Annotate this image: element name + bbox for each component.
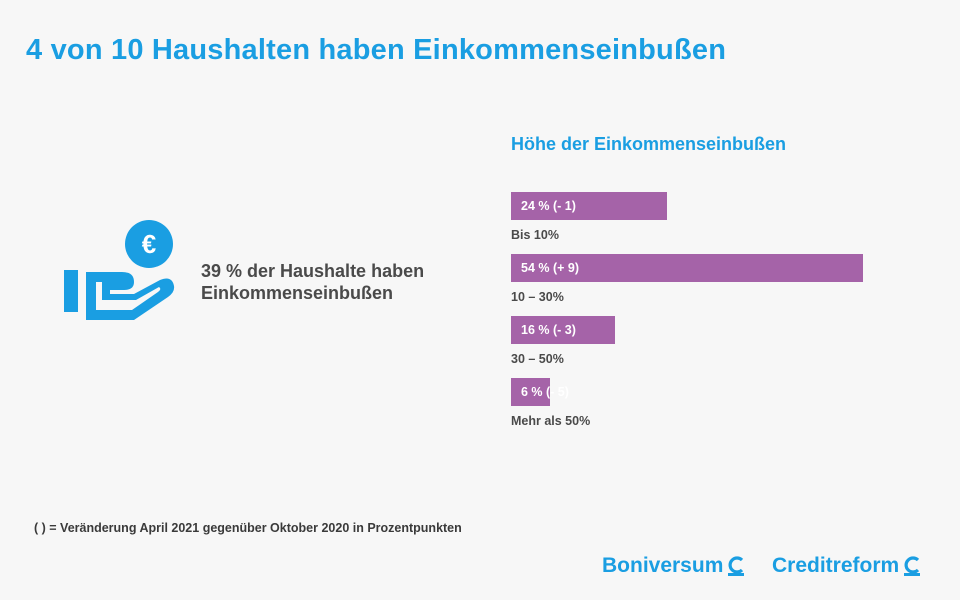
bar-group: 54 % (+ 9) 10 – 30% [511,254,863,304]
headline: 39 % der Haushalte haben Einkommenseinbu… [201,260,424,304]
bar: 54 % (+ 9) [511,254,863,282]
bar-group: 6 % (- 5) Mehr als 50% [511,378,590,428]
category-label: Mehr als 50% [511,414,591,428]
headline-line1: 39 % der Haushalte haben [201,261,425,281]
footnote: ( ) = Veränderung April 2021 gegenüber O… [34,521,462,535]
bar-value-label: 16 % (- 3) [521,323,576,337]
category-label: 10 – 30% [511,290,564,304]
bar-value-label: 6 % (- 5) [521,385,569,399]
hand-with-euro-coin-icon: € [64,220,175,320]
creditreform-logo-text: Creditreform [772,554,900,577]
logo-c-icon [728,556,745,576]
bar-value-label: 54 % (+ 9) [521,261,580,275]
svg-text:€: € [142,229,156,259]
bar-group: 16 % (- 3) 30 – 50% [511,316,615,366]
page-title: 4 von 10 Haushalten haben Einkommenseinb… [26,34,727,66]
bar: 16 % (- 3) [511,316,615,344]
logo-c-icon [904,556,921,576]
category-label: 30 – 50% [511,352,564,366]
headline-line2: Einkommenseinbußen [201,283,394,303]
chart-title: Höhe der Einkommenseinbußen [511,134,787,154]
bar-value-label: 24 % (- 1) [521,199,576,213]
creditreform-logo: Creditreform [772,554,922,578]
bar: 6 % (- 5) [511,378,569,406]
category-label: Bis 10% [511,228,559,242]
boniversum-logo: Boniversum [602,554,746,578]
boniversum-logo-text: Boniversum [602,554,724,577]
bar: 24 % (- 1) [511,192,667,220]
bar-group: 24 % (- 1) Bis 10% [511,192,667,242]
